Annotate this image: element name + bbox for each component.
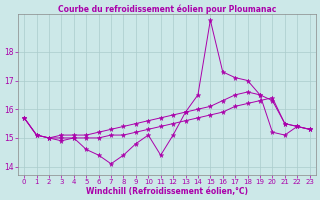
X-axis label: Windchill (Refroidissement éolien,°C): Windchill (Refroidissement éolien,°C) bbox=[86, 187, 248, 196]
Title: Courbe du refroidissement éolien pour Ploumanac: Courbe du refroidissement éolien pour Pl… bbox=[58, 4, 276, 14]
